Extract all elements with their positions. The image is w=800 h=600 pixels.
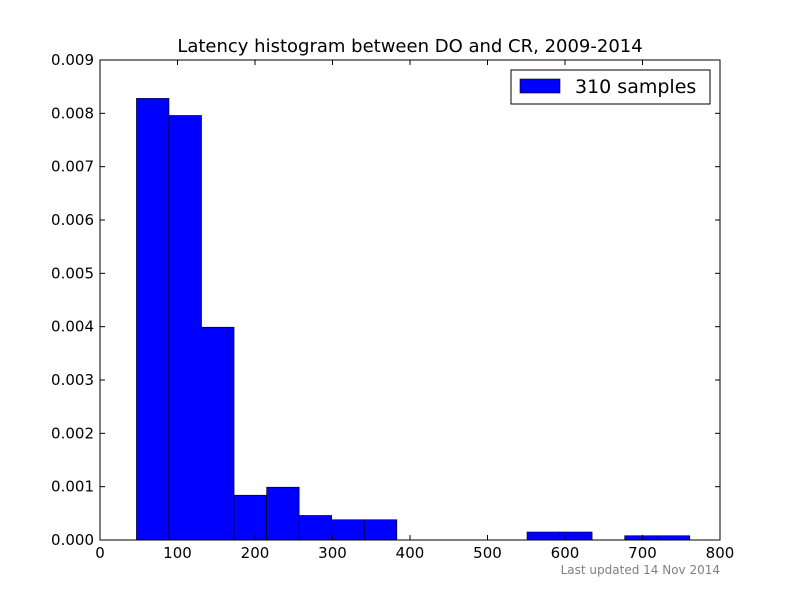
x-tick-label-4: 400	[396, 544, 425, 562]
histogram-bar-5	[298, 515, 333, 541]
y-tick-label-8: 0.008	[51, 104, 94, 122]
x-tick-label-1: 100	[163, 544, 192, 562]
x-tick-label-2: 200	[241, 544, 270, 562]
x-tick-label-3: 300	[318, 544, 347, 562]
y-tick-label-9: 0.009	[51, 51, 94, 69]
y-tick-label-1: 0.001	[51, 478, 94, 496]
histogram-bar-7	[363, 519, 398, 541]
y-tick-label-7: 0.007	[51, 158, 94, 176]
histogram-bar-15	[624, 535, 658, 541]
histogram-bar-12	[526, 531, 560, 541]
histogram-bars	[136, 98, 691, 541]
chart-legend: 310 samples	[510, 69, 711, 105]
x-tick-label-5: 500	[473, 544, 502, 562]
y-tick-label-3: 0.003	[51, 371, 94, 389]
footnote: Last updated 14 Nov 2014	[561, 563, 720, 577]
x-tick-label-6: 600	[551, 544, 580, 562]
x-tick-label-7: 700	[628, 544, 657, 562]
histogram-bar-0	[136, 98, 170, 541]
histogram-bar-1	[168, 115, 202, 541]
x-tick-label-8: 800	[706, 544, 735, 562]
y-tick-label-5: 0.005	[51, 264, 94, 282]
y-tick-label-2: 0.002	[51, 424, 94, 442]
chart-title: Latency histogram between DO and CR, 200…	[177, 36, 642, 57]
x-tick-label-0: 0	[95, 544, 105, 562]
histogram-bar-6	[331, 519, 365, 541]
legend-swatch	[519, 78, 561, 94]
plot-area-frame	[99, 59, 721, 541]
histogram-bar-16	[656, 535, 691, 541]
y-tick-label-0: 0.000	[51, 531, 94, 549]
histogram-bar-13	[559, 531, 593, 541]
histogram-bar-4	[266, 486, 300, 541]
histogram-bar-2	[201, 326, 235, 541]
y-tick-label-6: 0.006	[51, 211, 94, 229]
y-tick-label-4: 0.004	[51, 318, 94, 336]
axis-ticks: 0 100 200 300 400 500 600 700 800 0.000 0.001 0.002…	[51, 51, 734, 562]
legend-label: 310 samples	[575, 76, 696, 98]
histogram-bar-3	[233, 494, 267, 541]
